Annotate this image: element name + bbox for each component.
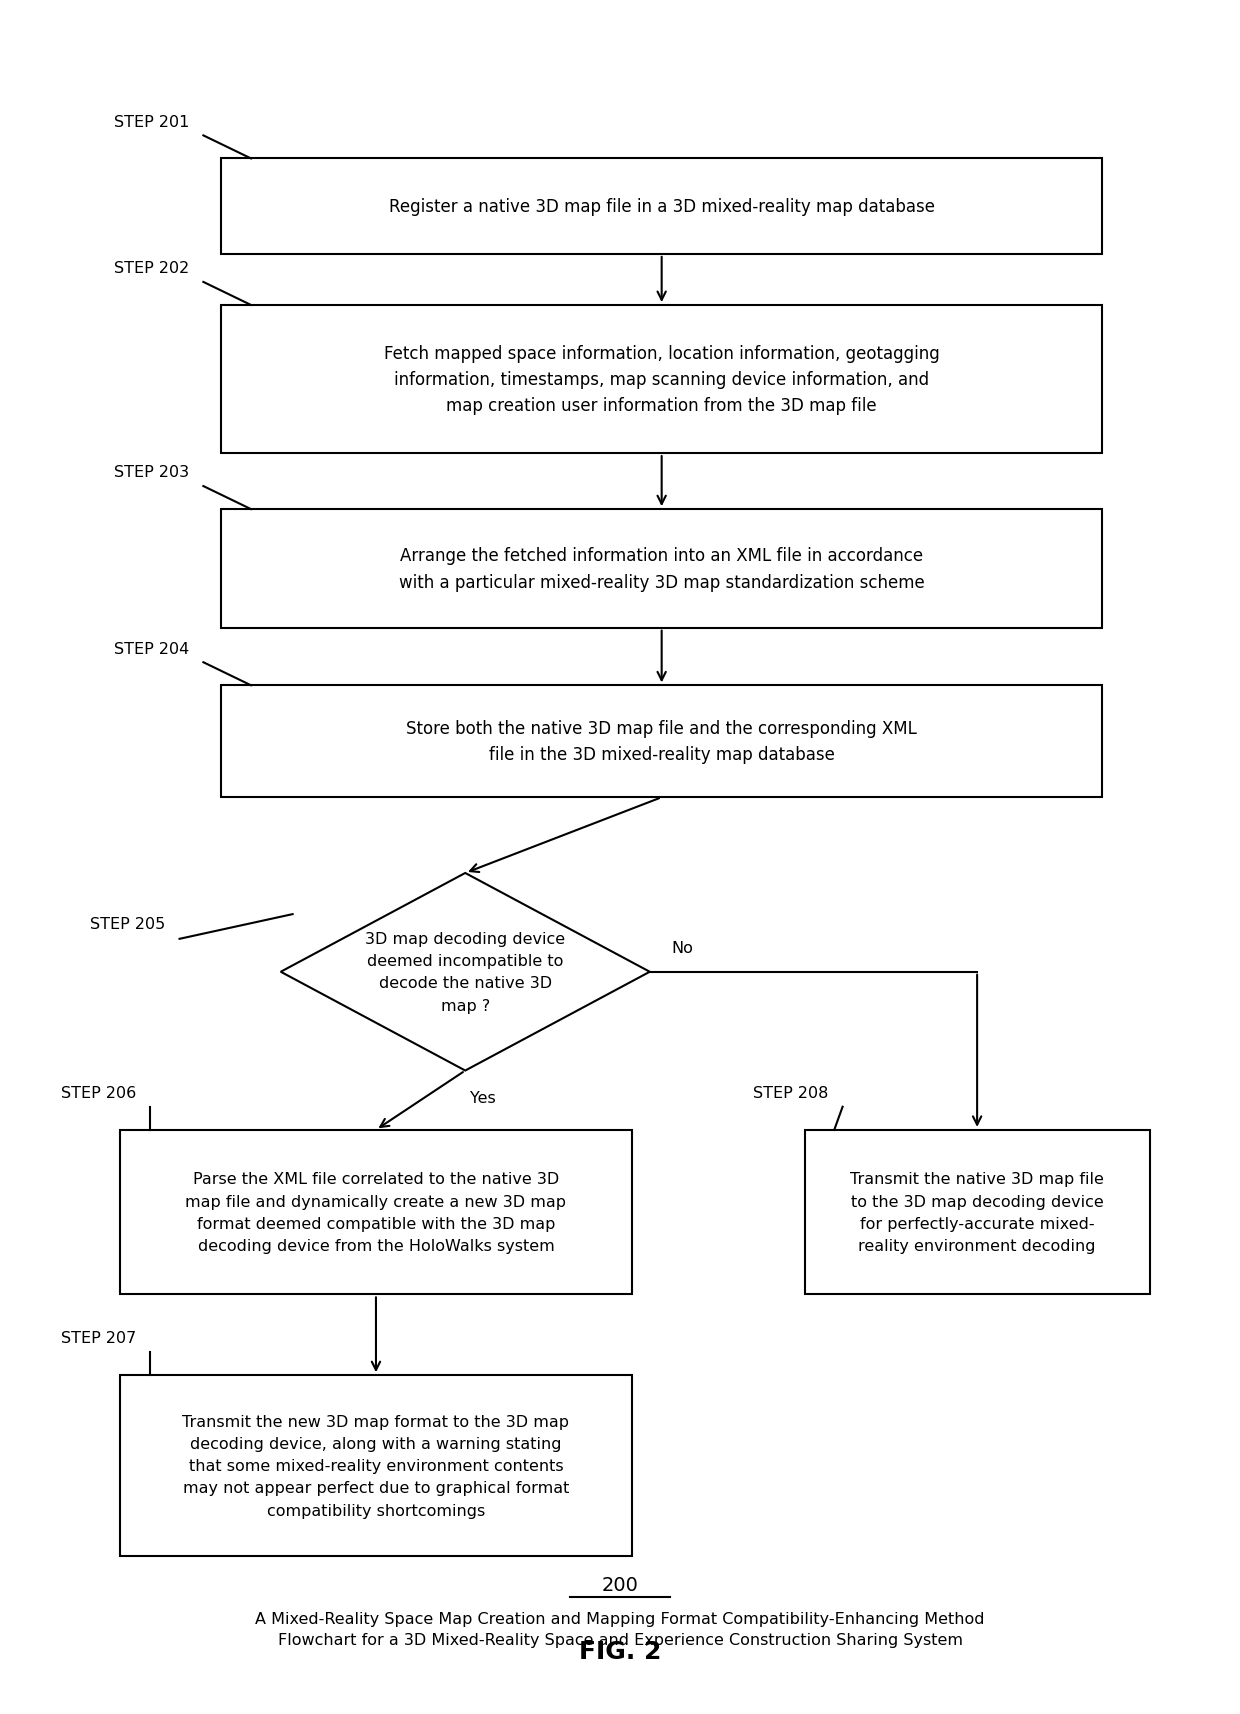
Text: STEP 208: STEP 208 [754, 1085, 828, 1100]
Text: STEP 203: STEP 203 [114, 464, 190, 480]
Text: Fetch mapped space information, location information, geotagging
information, ti: Fetch mapped space information, location… [384, 345, 940, 415]
Bar [221, 686, 1102, 797]
Text: FIG. 2: FIG. 2 [579, 1639, 661, 1663]
Bar [120, 1130, 632, 1294]
Text: Register a native 3D map file in a 3D mixed-reality map database: Register a native 3D map file in a 3D mi… [388, 199, 935, 216]
Text: Parse the XML file correlated to the native 3D
map file and dynamically create a: Parse the XML file correlated to the nat… [186, 1172, 567, 1253]
Text: STEP 204: STEP 204 [114, 641, 190, 656]
Text: STEP 206: STEP 206 [61, 1085, 135, 1100]
Bar [221, 305, 1102, 454]
Text: No: No [671, 941, 693, 956]
Polygon shape [280, 874, 650, 1071]
Text: 3D map decoding device
deemed incompatible to
decode the native 3D
map ?: 3D map decoding device deemed incompatib… [366, 931, 565, 1013]
Text: 200: 200 [601, 1575, 639, 1594]
Bar [221, 159, 1102, 255]
Text: Store both the native 3D map file and the corresponding XML
file in the 3D mixed: Store both the native 3D map file and th… [407, 720, 918, 764]
Bar [805, 1130, 1149, 1294]
Text: STEP 202: STEP 202 [114, 261, 190, 276]
Bar [120, 1375, 632, 1556]
Text: Yes: Yes [470, 1090, 496, 1106]
Text: Transmit the native 3D map file
to the 3D map decoding device
for perfectly-accu: Transmit the native 3D map file to the 3… [851, 1172, 1104, 1253]
Text: STEP 205: STEP 205 [91, 915, 165, 931]
Text: STEP 207: STEP 207 [61, 1330, 135, 1345]
Text: Arrange the fetched information into an XML file in accordance
with a particular: Arrange the fetched information into an … [399, 547, 925, 591]
Text: Transmit the new 3D map format to the 3D map
decoding device, along with a warni: Transmit the new 3D map format to the 3D… [182, 1414, 569, 1517]
Text: STEP 201: STEP 201 [114, 115, 190, 130]
Text: A Mixed-Reality Space Map Creation and Mapping Format Compatibility-Enhancing Me: A Mixed-Reality Space Map Creation and M… [255, 1611, 985, 1647]
Bar [221, 509, 1102, 629]
